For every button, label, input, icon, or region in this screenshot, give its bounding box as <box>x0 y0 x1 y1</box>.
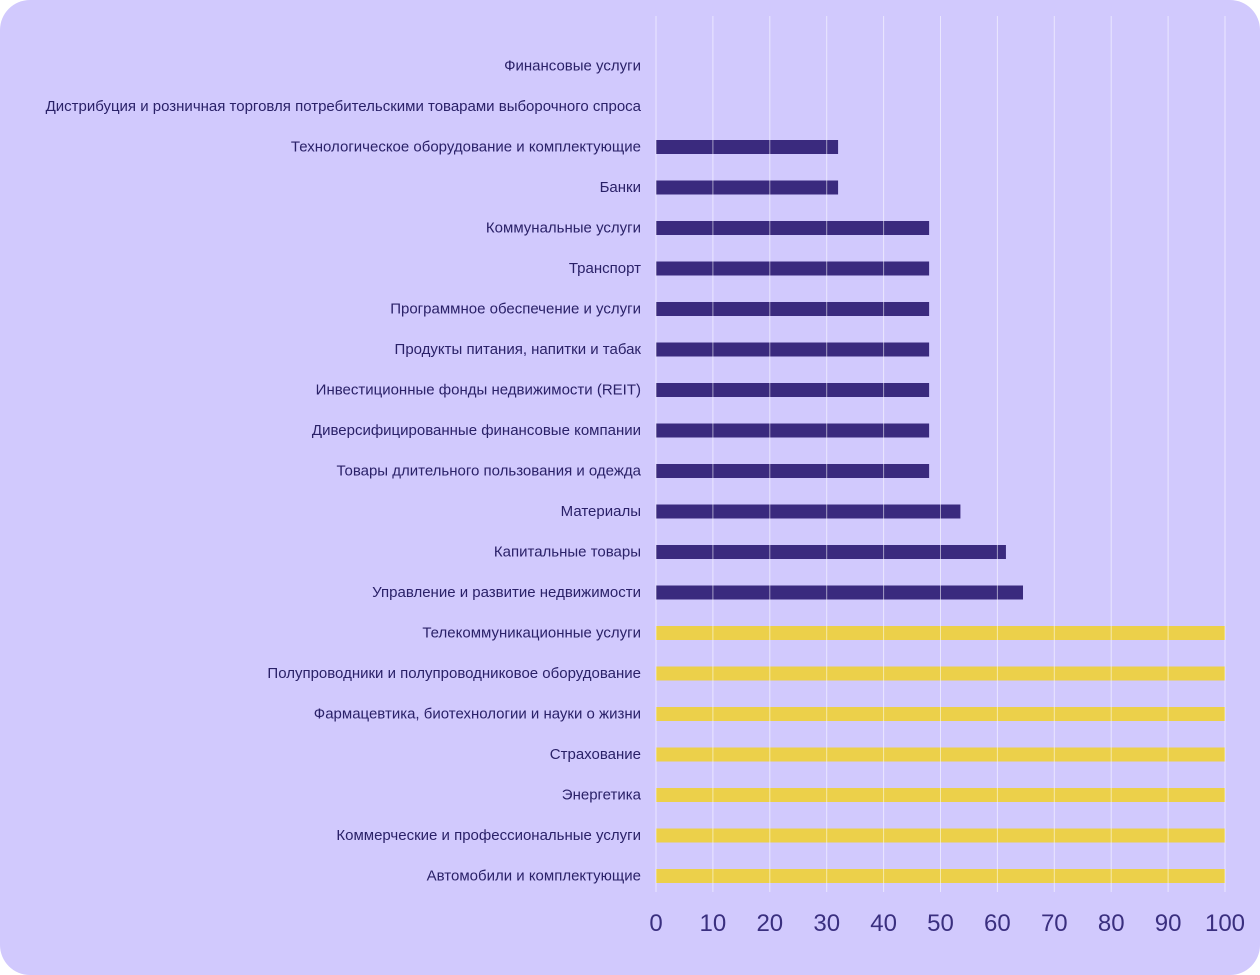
bar-6 <box>656 261 930 276</box>
x-axis-ticks-layer: 0 10 20 30 40 50 60 70 80 90 100 <box>649 910 1245 937</box>
bar-13 <box>656 545 1006 559</box>
bar-14 <box>656 585 1024 600</box>
bar-12 <box>656 504 961 519</box>
category-label: Страхование <box>550 746 641 763</box>
category-label: Дистрибуция и розничная торговля потреби… <box>46 98 642 115</box>
x-tick-label: 10 <box>700 910 727 937</box>
category-label: Автомобили и комплектующие <box>427 868 641 885</box>
category-label: Диверсифицированные финансовые компании <box>312 422 641 439</box>
x-tick-label: 40 <box>870 910 897 937</box>
x-tick-label: 30 <box>813 910 840 937</box>
bar-10 <box>656 423 930 438</box>
bar-5 <box>656 221 930 235</box>
x-tick-label: 70 <box>1041 910 1068 937</box>
category-label: Транспорт <box>569 260 641 277</box>
category-label: Товары длительного пользования и одежда <box>336 463 641 480</box>
category-label: Материалы <box>561 503 641 520</box>
x-tick-label: 20 <box>756 910 783 937</box>
bar-3 <box>656 140 839 154</box>
bar-11 <box>656 464 930 478</box>
category-label: Капитальные товары <box>494 544 641 561</box>
category-label: Инвестиционные фонды недвижимости (REIT) <box>316 382 641 399</box>
category-label: Банки <box>600 179 641 196</box>
bar-7 <box>656 302 930 316</box>
bar-4 <box>656 180 839 195</box>
grid-layer <box>655 16 1226 892</box>
category-label: Технологическое оборудование и комплекту… <box>291 139 641 156</box>
category-label: Энергетика <box>562 787 642 804</box>
x-tick-label: 80 <box>1098 910 1125 937</box>
category-label: Управление и развитие недвижимости <box>372 584 641 601</box>
bar-9 <box>656 383 930 397</box>
category-label: Полупроводники и полупроводниковое обору… <box>267 665 641 682</box>
category-labels-layer: Финансовые услуги Дистрибуция и розничная… <box>46 58 642 885</box>
category-label: Фармацевтика, биотехнологии и науки о жи… <box>314 706 641 723</box>
category-label: Телекоммуникационные услуги <box>422 625 641 642</box>
x-tick-label: 100 <box>1205 910 1245 937</box>
x-tick-label: 0 <box>649 910 662 937</box>
x-tick-label: 90 <box>1155 910 1182 937</box>
x-tick-label: 60 <box>984 910 1011 937</box>
bar-8 <box>656 342 930 357</box>
category-label: Коммунальные услуги <box>486 220 641 237</box>
x-tick-label: 50 <box>927 910 954 937</box>
category-label: Программное обеспечение и услуги <box>390 301 641 318</box>
category-label: Коммерческие и профессиональные услуги <box>336 827 641 844</box>
category-label: Продукты питания, напитки и табак <box>395 341 642 358</box>
category-label: Финансовые услуги <box>504 58 641 75</box>
